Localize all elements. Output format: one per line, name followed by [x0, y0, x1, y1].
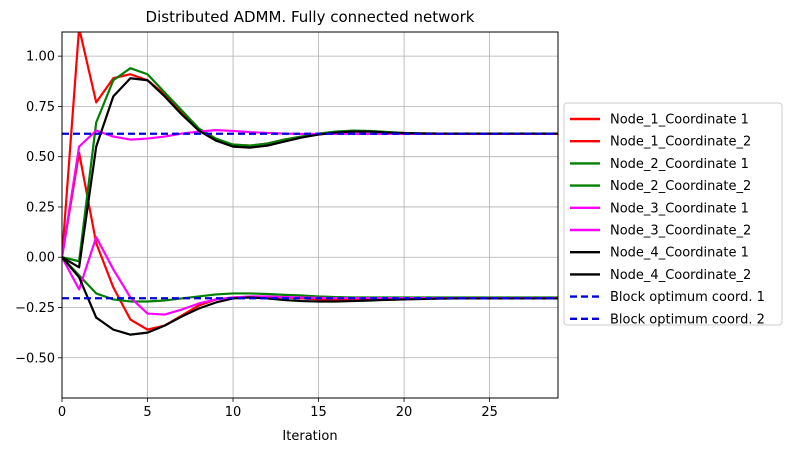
grid-lines — [61, 32, 558, 398]
plot-area — [62, 32, 558, 336]
legend-entry: Node_2_Coordinate_2 — [610, 179, 751, 194]
y-tick-label: −0.50 — [15, 351, 55, 366]
y-tick-label: 1.00 — [26, 50, 55, 65]
legend-entry: Node_3_Coordinate 1 — [610, 201, 749, 216]
x-axis: 0 5 10 15 20 25 — [58, 398, 498, 420]
x-tick-label: 25 — [481, 405, 498, 420]
series-line-1 — [62, 32, 558, 258]
x-tick-label: 10 — [225, 405, 242, 420]
legend-entry: Node_3_Coordinate_2 — [610, 224, 751, 239]
x-tick-label: 15 — [310, 405, 327, 420]
plot-frame — [61, 31, 559, 399]
legend-entry: Block optimum coord. 1 — [610, 290, 765, 305]
series-line-6 — [62, 236, 558, 316]
chart-title: Distributed ADMM. Fully connected networ… — [146, 8, 475, 26]
y-tick-label: −0.25 — [15, 301, 55, 316]
x-tick-label: 5 — [143, 405, 151, 420]
y-tick-label: 0.50 — [26, 150, 55, 165]
legend-entry: Node_4_Coordinate 1 — [610, 246, 749, 261]
legend-entry: Node_4_Coordinate_2 — [610, 268, 751, 283]
legend-entry: Node_1_Coordinate 1 — [610, 113, 749, 128]
legend-box — [563, 102, 783, 326]
series-line-4 — [62, 256, 558, 303]
legend-entry: Block optimum coord. 2 — [610, 312, 765, 327]
series-line-5 — [62, 129, 558, 258]
y-axis: −0.50 −0.25 0.00 0.25 0.50 0.75 1.00 — [15, 50, 62, 366]
legend-entry: Node_1_Coordinate_2 — [610, 135, 751, 150]
y-tick-label: 0.00 — [26, 251, 55, 266]
legend-entry: Node_2_Coordinate 1 — [610, 157, 749, 172]
x-tick-label: 20 — [396, 405, 413, 420]
x-axis-label: Iteration — [282, 429, 337, 444]
legend: Node_1_Coordinate 1 Node_1_Coordinate_2 No… — [563, 102, 783, 327]
y-tick-label: 0.75 — [26, 100, 55, 115]
x-tick-label: 0 — [58, 405, 66, 420]
series-line-3 — [62, 67, 558, 263]
y-tick-label: 0.25 — [26, 200, 55, 215]
